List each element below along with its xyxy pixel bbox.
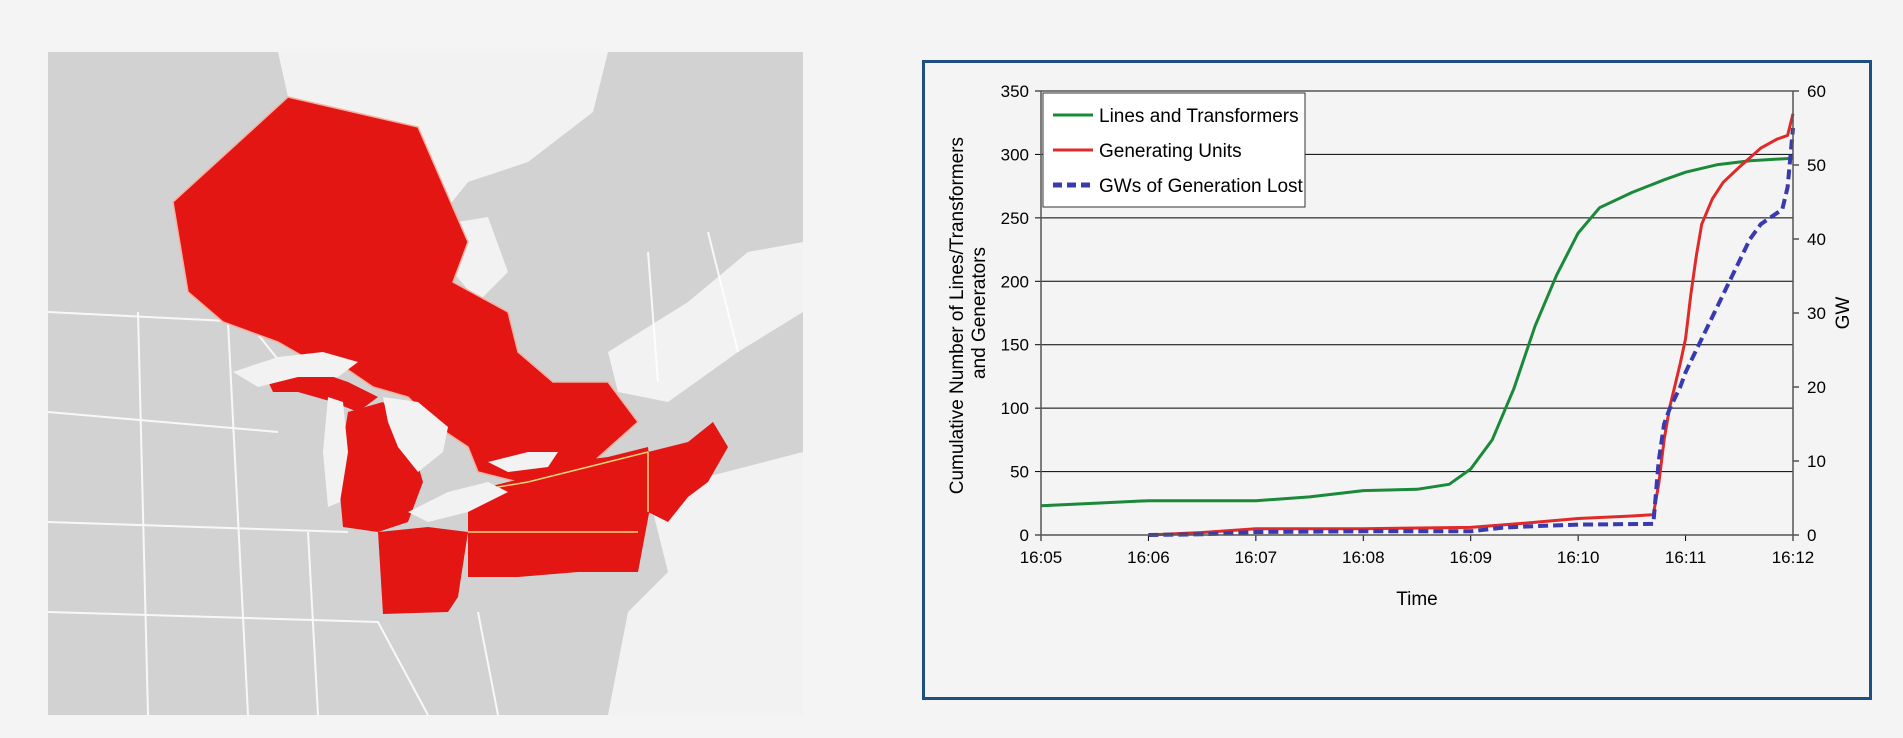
x-tick-label: 16:12 [1772,548,1815,567]
outage-ohio [378,527,468,614]
y-tick-label: 150 [1001,336,1029,355]
x-tick-label: 16:09 [1449,548,1492,567]
series-line-2 [1148,127,1795,537]
st-lawrence-water [608,242,803,402]
outage-michigan-upper [266,370,378,412]
x-tick-label: 16:06 [1127,548,1170,567]
map-svg [48,52,803,715]
y-tick-label: 250 [1001,209,1029,228]
legend-items: Lines and Transformers Generating Units GW… [1053,106,1304,197]
y-tick-label: 50 [1010,463,1029,482]
y2-tick-label: 30 [1807,304,1826,323]
y2-tick-label: 60 [1807,82,1826,101]
series-line-0 [1040,156,1794,508]
legend: Lines and Transformers Generating Units GW… [1042,92,1306,208]
y2-tick-label: 0 [1807,526,1816,545]
y2-tick-label: 20 [1807,378,1826,397]
y-axis-title: Cumulative Number of Lines/Transformers … [947,132,990,495]
y-axis-title-line-1: Cumulative Number of Lines/Transformers [947,137,968,494]
lake-huron [383,397,448,472]
y-tick-label: 0 [1020,526,1029,545]
y2-tick-label: 50 [1807,156,1826,175]
legend-label-0: Lines and Transformers [1099,106,1299,127]
blackout-sequence-chart: 0 50 100 150 200 250 300 350 0 10 20 30 40 50 60 16:0… [922,60,1872,700]
x-axis-title: Time [1396,589,1438,610]
x-tick-label: 16:11 [1665,548,1706,567]
outage-new-york-pa [468,447,653,577]
series-group [1040,113,1795,537]
y2-axis-title: GW [1833,297,1854,330]
y-tick-label: 350 [1001,82,1029,101]
outage-ontario [172,96,640,498]
y-axis-ticks: 0 50 100 150 200 250 300 350 [1001,82,1041,545]
plot-frame [1040,90,1794,536]
y2-tick-label: 40 [1807,230,1826,249]
y-axis-title-line-2: and Generators [969,247,990,379]
legend-label-2: GWs of Generation Lost [1099,176,1304,197]
y-tick-label: 300 [1001,145,1029,164]
lake-erie [408,482,508,522]
chart-svg: 0 50 100 150 200 250 300 350 0 10 20 30 40 50 60 16:0… [947,82,1854,610]
outage-new-england [648,422,728,522]
lake-superior [233,352,358,387]
lake-ontario [488,452,558,472]
x-axis-ticks: 16:05 16:06 16:07 16:08 16:09 16:10 16:11 16:12 [1020,535,1815,567]
x-tick-label: 16:07 [1235,548,1278,567]
x-tick-label: 16:08 [1342,548,1385,567]
y2-axis-ticks: 0 10 20 30 40 50 60 [1793,82,1826,545]
legend-label-1: Generating Units [1099,141,1242,162]
y2-tick-label: 10 [1807,452,1826,471]
x-tick-label: 16:05 [1020,548,1063,567]
blackout-region-map [48,52,803,715]
atlantic-water [608,452,803,715]
lake-michigan [323,397,348,507]
x-tick-label: 16:10 [1557,548,1600,567]
y-tick-label: 200 [1001,272,1029,291]
y-tick-label: 100 [1001,399,1029,418]
